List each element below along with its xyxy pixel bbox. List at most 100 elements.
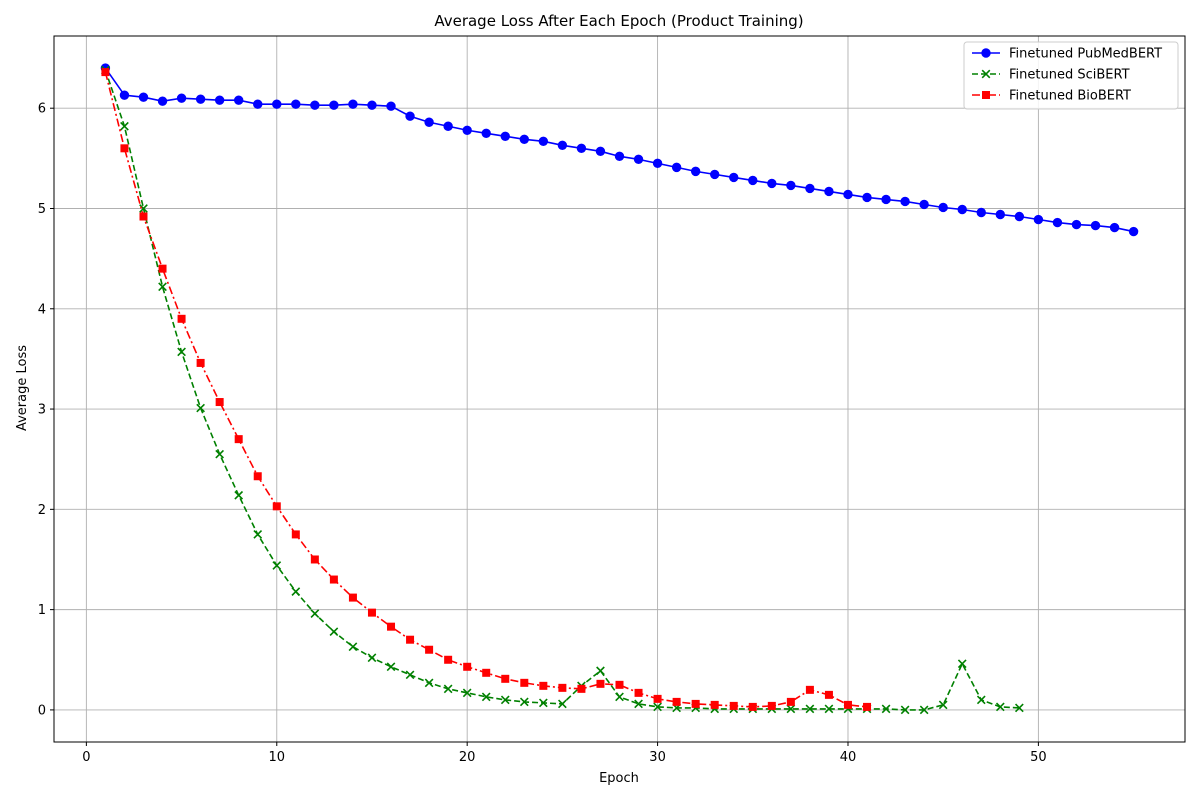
data-point (500, 695, 510, 705)
data-point (272, 502, 281, 511)
data-point (634, 688, 643, 697)
data-point (976, 207, 986, 218)
data-point (805, 685, 814, 694)
data-point (405, 670, 415, 680)
data-point (158, 282, 167, 292)
data-point (710, 700, 719, 709)
data-point (633, 154, 644, 165)
data-point (748, 702, 757, 711)
data-point (234, 435, 243, 444)
legend-entry: Finetuned PubMedBERT (972, 47, 1162, 62)
legend-label: Finetuned SciBERT (1009, 68, 1130, 83)
data-point (557, 140, 568, 151)
y-tick-label: 1 (38, 603, 46, 618)
data-point (367, 653, 377, 663)
data-point (1052, 217, 1063, 228)
data-point (805, 704, 815, 714)
data-point (653, 702, 662, 712)
data-point (329, 100, 339, 110)
data-point (900, 705, 910, 715)
legend-entry: Finetuned SciBERT (972, 68, 1130, 83)
data-point (310, 555, 319, 564)
x-tick-label: 10 (268, 750, 285, 765)
data-point (577, 684, 586, 693)
legend-marker (981, 48, 991, 58)
data-point (215, 449, 225, 459)
data-point (291, 587, 301, 596)
data-point (348, 642, 358, 652)
data-point (425, 645, 434, 654)
data-point (863, 702, 872, 711)
chart-title: Average Loss After Each Epoch (Product T… (434, 12, 803, 30)
data-point (634, 699, 643, 709)
data-point (481, 692, 491, 702)
x-tick-label: 30 (649, 750, 666, 765)
data-point (348, 99, 358, 109)
data-point (310, 609, 320, 619)
data-point (177, 347, 186, 357)
series-2 (101, 68, 872, 711)
data-point (119, 90, 130, 100)
data-point (462, 688, 472, 698)
data-point (348, 593, 357, 602)
data-point (1014, 211, 1025, 222)
data-point (710, 169, 720, 180)
data-point (291, 99, 301, 109)
data-point (520, 678, 529, 687)
data-point (615, 692, 624, 702)
legend-marker (982, 91, 990, 99)
data-point (253, 99, 263, 109)
data-point (386, 101, 396, 111)
data-point (120, 121, 129, 131)
data-point (329, 575, 338, 584)
plot-frame (53, 35, 1186, 743)
data-point (177, 314, 186, 323)
data-point (272, 99, 282, 109)
data-point (214, 95, 225, 105)
data-point (253, 472, 262, 481)
data-point (120, 144, 129, 153)
data-point (387, 622, 396, 631)
data-point (101, 68, 110, 77)
data-point (576, 143, 587, 154)
data-point (367, 100, 377, 110)
data-point (196, 403, 205, 413)
data-point (805, 183, 815, 194)
data-point (501, 674, 510, 683)
legend-entry: Finetuned BioBERT (972, 89, 1131, 104)
data-point (253, 530, 263, 539)
data-point (748, 175, 758, 186)
data-point (481, 128, 491, 138)
data-point (463, 662, 472, 671)
data-point (919, 705, 929, 715)
data-point (1128, 226, 1139, 237)
data-point (519, 134, 529, 144)
data-point (138, 92, 149, 102)
data-point (881, 704, 891, 714)
data-point (672, 697, 681, 706)
y-tick-label: 6 (38, 102, 46, 117)
data-point (195, 94, 206, 104)
data-point (538, 698, 548, 708)
y-axis-label: Average Loss (15, 345, 30, 431)
data-point (500, 131, 510, 141)
data-point (786, 697, 795, 706)
data-point (729, 172, 739, 183)
data-point (976, 695, 986, 705)
data-point (215, 398, 224, 407)
data-point (843, 700, 852, 709)
legend: Finetuned PubMedBERT Finetuned SciBERT Fin… (963, 41, 1179, 110)
data-point (615, 680, 624, 689)
data-point (729, 701, 738, 710)
x-tick-label: 50 (1030, 750, 1047, 765)
data-point (538, 136, 549, 146)
data-point (558, 683, 567, 692)
data-point (900, 196, 910, 207)
y-tick-label: 2 (38, 503, 46, 518)
data-point (424, 117, 434, 127)
data-point (539, 681, 548, 690)
data-point (291, 530, 300, 539)
data-point (158, 264, 167, 273)
data-point (919, 199, 929, 210)
